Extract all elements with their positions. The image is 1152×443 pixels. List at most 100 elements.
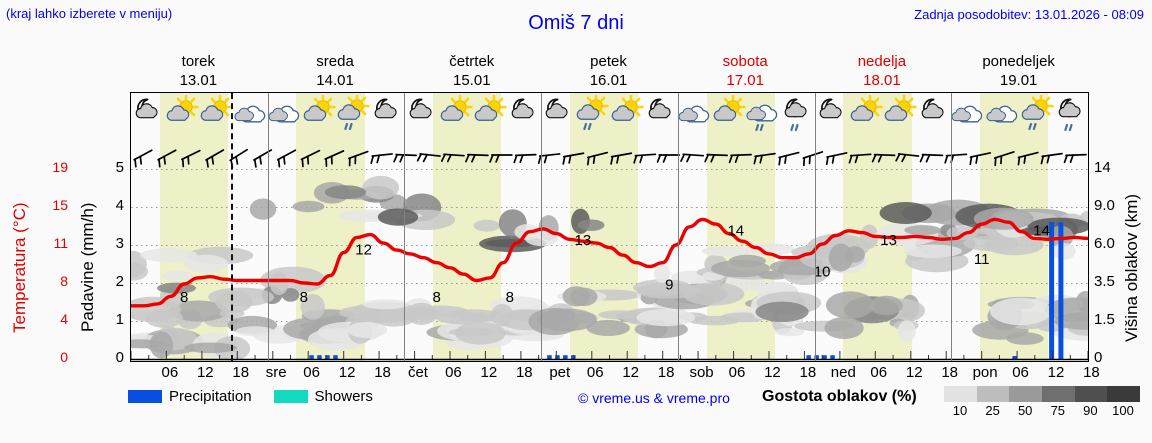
day-header-5: nedelja 18.01: [814, 52, 951, 90]
cloud-density-scale-labels: 10 25 50 75 90 100: [934, 403, 1150, 421]
day-separator-5: [814, 93, 816, 361]
day-date: 14.01: [316, 72, 354, 89]
cloud-height-tick-4: 1.5: [1094, 311, 1115, 328]
precipitation-tick-4: 1: [115, 311, 124, 328]
cloud-height-tick-3: 3.5: [1094, 273, 1115, 290]
weather-icon-sun-cloud-17: [711, 95, 747, 137]
temperature-label-2: 12: [355, 242, 372, 259]
x-tick-15: sob: [689, 364, 714, 381]
x-tick-20: 06: [870, 364, 888, 381]
x-tick-10: 18: [515, 364, 533, 381]
page-title: Omiš 7 dni: [528, 12, 624, 34]
day-separator-2: [404, 93, 406, 361]
day-name: ponedeljek: [982, 53, 1055, 70]
x-tick-19: ned: [830, 364, 856, 381]
precipitation-bars: [309, 222, 1064, 359]
x-tick-6: 18: [374, 364, 391, 381]
weather-icon-moon-cloud-7: [369, 95, 405, 137]
x-tick-4: 06: [303, 364, 320, 381]
x-tick-21: 12: [905, 364, 923, 381]
forecast-plot: 881288139141013111411: [130, 92, 1089, 362]
showers-swatch: [273, 390, 308, 404]
precipitation-axis-title: Padavine (mm/h): [78, 202, 97, 332]
day-date: 19.01: [999, 72, 1038, 89]
current-time-marker: [230, 93, 233, 361]
chart-plot-area: 881288139141013111411: [131, 169, 1088, 361]
cloud-density-step-90: 90: [1083, 403, 1098, 418]
day-header-2: četrtek 15.01: [403, 52, 540, 90]
cloud-density-step-75: 75: [1050, 403, 1066, 418]
x-tick-11: pet: [549, 364, 571, 381]
temperature-label-6: 9: [665, 276, 673, 293]
weather-icon-moon-cloud-11: [506, 95, 542, 137]
weather-icon-moon-cloud-rain-27: [1053, 95, 1089, 137]
cloud-density-step-10: 10: [952, 403, 968, 418]
day-date: 17.01: [726, 72, 764, 89]
weather-icon-sun-cloud-22: [882, 95, 918, 137]
temperature-label-11: 14: [1033, 223, 1050, 240]
cloud-density-field: [131, 175, 1088, 361]
weather-icon-moon-cloud-23: [916, 95, 952, 137]
temperature-tick-3: 8: [60, 273, 68, 289]
credit-link[interactable]: © vreme.us & vreme.pro: [578, 390, 730, 406]
x-tick-9: 12: [480, 364, 498, 381]
x-tick-12: 06: [586, 364, 604, 381]
precipitation-tick-0: 5: [115, 159, 124, 176]
cloud-height-tick-1: 9.0: [1094, 197, 1115, 214]
cloud-density-cell-100: [1107, 386, 1141, 402]
weather-icon-sun-cloud-5: [301, 95, 337, 137]
x-tick-26: 18: [1083, 364, 1100, 381]
cloud-density-scale: [944, 386, 1141, 402]
x-tick-14: 18: [657, 364, 675, 381]
day-date: 15.01: [453, 72, 491, 89]
day-separator-4: [677, 93, 679, 361]
temperature-axis-title: Temperatura (°C): [10, 202, 29, 333]
x-tick-23: pon: [972, 364, 998, 381]
weather-icon-row: [131, 93, 1088, 139]
weather-icon-moon-cloud-rain-19: [779, 95, 815, 137]
day-header-4: sobota 17.01: [677, 52, 814, 90]
precipitation-legend: Precipitation Showers: [128, 388, 395, 410]
cloud-density-cell-10: [944, 386, 977, 402]
weather-icon-moon-cloud-8: [404, 95, 440, 137]
weather-icon-cloud-3: [233, 95, 269, 137]
cloud-density-cell-50: [1009, 386, 1043, 402]
cloud-density-step-50: 50: [1017, 403, 1033, 418]
temperature-tick-5: 0: [60, 349, 68, 365]
day-date: 16.01: [589, 72, 628, 89]
temperature-label-4: 8: [506, 289, 514, 306]
weather-icon-sun-cloud-10: [472, 95, 508, 137]
temperature-label-3: 8: [433, 289, 441, 306]
x-tick-17: 12: [764, 364, 781, 381]
temperature-label-0: 8: [180, 289, 188, 306]
weather-icon-sun-cloud-21: [848, 95, 884, 137]
weather-icon-moon-cloud-0: [130, 95, 166, 137]
day-header-0: torek 13.01: [130, 52, 267, 90]
day-name: sobota: [722, 53, 768, 70]
day-name: sreda: [316, 53, 354, 70]
x-tick-2: 18: [232, 364, 250, 381]
x-tick-3: sre: [265, 364, 287, 381]
precipitation-tick-1: 4: [115, 197, 124, 214]
weather-icon-moon-cloud-12: [540, 95, 576, 137]
x-tick-24: 06: [1012, 364, 1029, 381]
day-separator-1: [267, 93, 269, 361]
temperature-label-8: 10: [814, 264, 831, 281]
day-name: torek: [181, 53, 216, 70]
cloud-density-cell-75: [1042, 386, 1075, 402]
x-tick-18: 18: [799, 364, 817, 381]
temperature-label-7: 14: [727, 223, 744, 240]
weather-icon-moon-cloud-15: [643, 95, 679, 137]
weather-icon-sun-cloud-rain-13: [574, 95, 610, 137]
temperature-tick-2: 11: [53, 235, 68, 251]
temperature-label-10: 11: [974, 251, 990, 268]
weather-icon-sun-cloud-14: [609, 95, 645, 137]
cloud-density-step-100: 100: [1112, 403, 1134, 418]
x-tick-16: 06: [728, 364, 746, 381]
precipitation-legend-label: Precipitation: [169, 388, 252, 406]
day-separator-6: [951, 93, 953, 361]
temperature-curve: [131, 217, 1088, 308]
x-tick-22: 18: [941, 364, 958, 381]
temperature-label-5: 13: [575, 232, 592, 249]
day-header-strip: torek 13.01 sreda 14.01 četrtek 15.01 petek 16.…: [130, 52, 1089, 92]
